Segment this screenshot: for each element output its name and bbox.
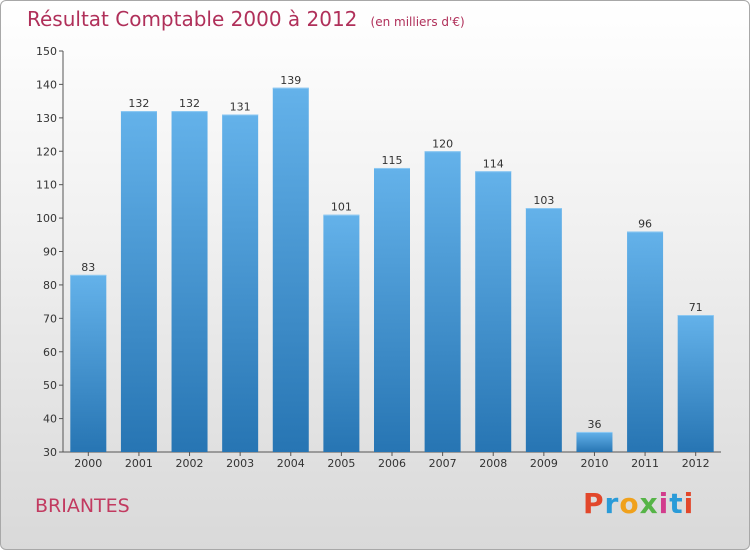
- y-tick-label: 130: [36, 112, 57, 125]
- bar-2000: [70, 274, 107, 452]
- bar-2012: [677, 314, 714, 452]
- value-label-2010: 36: [587, 418, 601, 431]
- x-tick-label-2005: 2005: [327, 457, 355, 470]
- bar-2003: [222, 114, 259, 452]
- value-label-2002: 132: [179, 97, 200, 110]
- x-tick-label-2008: 2008: [479, 457, 507, 470]
- x-tick-label-2012: 2012: [682, 457, 710, 470]
- x-tick-label-2011: 2011: [631, 457, 659, 470]
- value-label-2005: 101: [331, 201, 352, 214]
- y-tick-label: 120: [36, 145, 57, 158]
- y-tick-label: 140: [36, 78, 57, 91]
- x-tick-label-2010: 2010: [580, 457, 608, 470]
- value-label-2001: 132: [128, 97, 149, 110]
- y-tick-label: 80: [43, 279, 57, 292]
- x-tick-label-2000: 2000: [74, 457, 102, 470]
- chart-title: Résultat Comptable 2000 à 2012 (en milli…: [27, 7, 465, 31]
- value-label-2006: 115: [382, 154, 403, 167]
- y-tick-label: 110: [36, 179, 57, 192]
- y-tick-label: 40: [43, 413, 57, 426]
- y-tick-label: 70: [43, 312, 57, 325]
- value-label-2009: 103: [533, 194, 554, 207]
- bar-2004: [272, 87, 309, 452]
- y-tick-label: 90: [43, 246, 57, 259]
- commune-name: BRIANTES: [35, 495, 130, 517]
- bar-2007: [424, 151, 461, 452]
- x-tick-label-2004: 2004: [277, 457, 305, 470]
- x-tick-label-2006: 2006: [378, 457, 406, 470]
- y-tick-label: 100: [36, 212, 57, 225]
- logo-letter: i: [658, 487, 670, 520]
- proxiti-logo: Proxiti: [583, 487, 694, 520]
- value-label-2004: 139: [280, 74, 301, 87]
- logo-letter: t: [669, 487, 684, 520]
- x-tick-label-2003: 2003: [226, 457, 254, 470]
- y-tick-label: 50: [43, 379, 57, 392]
- y-tick-label: 60: [43, 346, 57, 359]
- value-label-2011: 96: [638, 217, 652, 230]
- bar-2008: [475, 171, 512, 453]
- y-tick-label: 30: [43, 446, 57, 459]
- chart-title-text: Résultat Comptable 2000 à 2012: [27, 7, 358, 31]
- bar-2005: [323, 214, 360, 452]
- x-tick-label-2002: 2002: [176, 457, 204, 470]
- bar-2009: [525, 208, 562, 452]
- y-tick-label: 150: [36, 45, 57, 58]
- chart-unit-text: (en milliers d'€): [370, 15, 465, 29]
- x-tick-label-2007: 2007: [429, 457, 457, 470]
- value-label-2000: 83: [81, 261, 95, 274]
- logo-letter: i: [683, 487, 695, 520]
- bar-2010: [576, 431, 613, 452]
- value-label-2007: 120: [432, 137, 453, 150]
- bar-2001: [120, 111, 157, 453]
- value-label-2003: 131: [230, 100, 251, 113]
- x-tick-label-2009: 2009: [530, 457, 558, 470]
- value-label-2008: 114: [483, 157, 504, 170]
- value-label-2012: 71: [689, 301, 703, 314]
- logo-letter: r: [604, 487, 620, 520]
- bar-2006: [374, 167, 410, 453]
- logo-letter: x: [639, 487, 659, 520]
- x-tick-label-2001: 2001: [125, 457, 153, 470]
- logo-letter: o: [619, 487, 640, 520]
- bar-2011: [627, 231, 664, 452]
- logo-letter: P: [583, 487, 605, 520]
- bar-2002: [171, 111, 208, 453]
